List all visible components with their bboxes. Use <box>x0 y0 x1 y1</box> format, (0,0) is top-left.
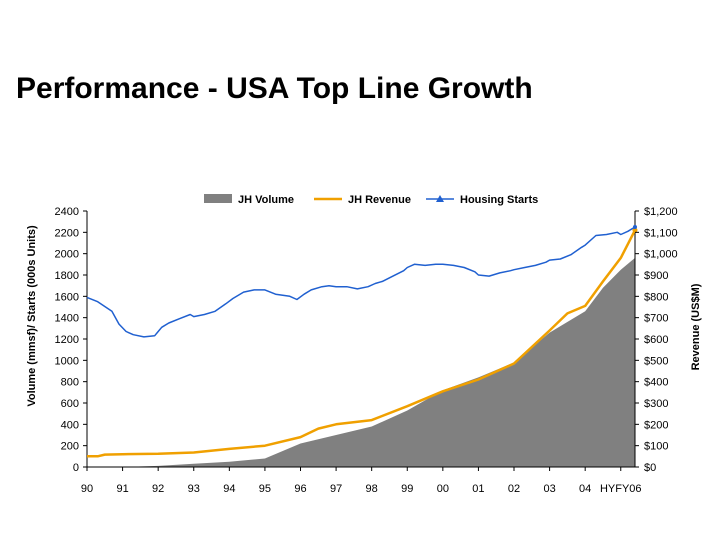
y-right-tick-label: $1,000 <box>644 249 678 261</box>
y-right-tick-label: $1,100 <box>644 227 678 239</box>
y-right-tick-label: $0 <box>644 462 656 474</box>
legend-housing-starts: Housing Starts <box>426 194 538 206</box>
y-axis-right-label: Revenue (US$M) <box>690 283 702 370</box>
y-left-tick-label: 200 <box>61 441 79 453</box>
y-left-tick-label: 2000 <box>55 249 79 261</box>
y-right-tick-label: $700 <box>644 313 668 325</box>
y-left-tick-label: 600 <box>61 398 79 410</box>
x-tick-label: 90 <box>81 483 93 495</box>
x-tick-label: 00 <box>437 483 449 495</box>
y-axis-left-label: Volume (mmsf)/ Starts (000s Units) <box>26 225 38 407</box>
y-left-tick-label: 1400 <box>55 313 79 325</box>
x-tick-label: 91 <box>116 483 128 495</box>
y-right-tick-label: $300 <box>644 398 668 410</box>
y-left-tick-label: 1200 <box>55 334 79 346</box>
legend-jh-volume: JH Volume <box>204 194 294 206</box>
x-tick-label: 95 <box>259 483 271 495</box>
y-left-tick-label: 0 <box>73 462 79 474</box>
y-right-tick-label: $400 <box>644 377 668 389</box>
revenue-point <box>632 227 638 233</box>
x-tick-label: 92 <box>152 483 164 495</box>
legend-marker <box>436 195 444 202</box>
x-tick-label: 97 <box>330 483 342 495</box>
y-right-tick-label: $200 <box>644 419 668 431</box>
y-right-tick-label: $1,200 <box>644 206 678 218</box>
page-title: Performance - USA Top Line Growth <box>16 72 533 105</box>
y-right-tick-label: $900 <box>644 270 668 282</box>
x-tick-label: 94 <box>223 483 235 495</box>
legend-jh-revenue: JH Revenue <box>314 194 411 206</box>
legend-label: Housing Starts <box>460 194 538 206</box>
x-tick-label: 02 <box>508 483 520 495</box>
x-tick-label: 03 <box>543 483 555 495</box>
y-left-tick-label: 800 <box>61 377 79 389</box>
y-right-tick-label: $800 <box>644 291 668 303</box>
x-tick-label: 98 <box>366 483 378 495</box>
legend-label: JH Revenue <box>348 194 411 206</box>
x-tick-label: 04 <box>579 483 591 495</box>
y-left-tick-label: 2400 <box>55 206 79 218</box>
x-tick-label: 01 <box>472 483 484 495</box>
y-right-tick-label: $100 <box>644 441 668 453</box>
y-left-tick-label: 2200 <box>55 227 79 239</box>
y-right-tick-label: $500 <box>644 355 668 367</box>
y-left-tick-label: 400 <box>61 419 79 431</box>
y-left-tick-label: 1600 <box>55 291 79 303</box>
series-jh-revenue-line <box>87 229 637 458</box>
x-tick-label: 96 <box>294 483 306 495</box>
x-tick-label: 93 <box>188 483 200 495</box>
housing-starts-point <box>633 225 637 229</box>
y-right-tick-label: $600 <box>644 334 668 346</box>
y-left-tick-label: 1000 <box>55 355 79 367</box>
x-tick-label: HYFY06 <box>600 483 642 495</box>
legend-label: JH Volume <box>238 194 294 206</box>
legend-swatch <box>204 194 232 203</box>
x-tick-label: 99 <box>401 483 413 495</box>
y-left-tick-label: 1800 <box>55 270 79 282</box>
series-jh-volume-area <box>87 257 635 467</box>
series-housing-starts-line <box>86 226 636 338</box>
